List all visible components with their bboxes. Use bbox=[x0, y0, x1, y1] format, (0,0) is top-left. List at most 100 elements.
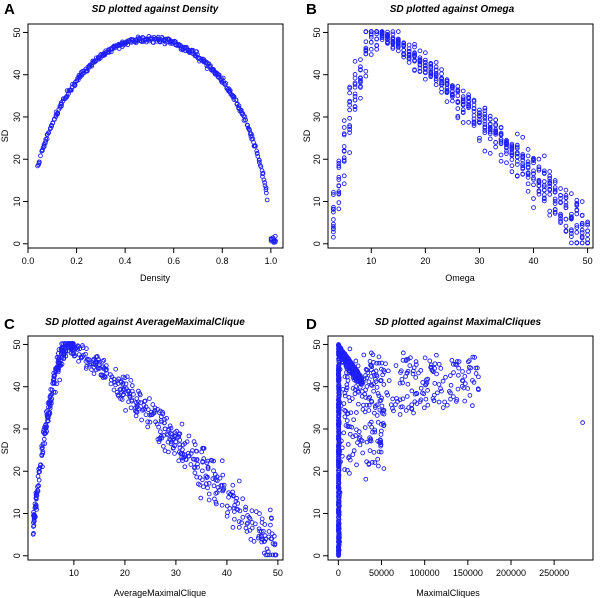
data-point bbox=[259, 539, 265, 545]
data-point bbox=[353, 358, 359, 364]
data-point bbox=[401, 43, 407, 49]
data-point bbox=[574, 203, 580, 208]
data-point bbox=[372, 427, 378, 433]
data-point bbox=[421, 405, 427, 411]
data-point bbox=[336, 206, 342, 212]
data-point bbox=[341, 430, 347, 436]
data-point bbox=[58, 362, 63, 368]
data-point bbox=[342, 414, 348, 420]
data-point bbox=[246, 515, 252, 520]
panel-a: A SD plotted against Density Density SD … bbox=[0, 1, 284, 283]
data-point bbox=[467, 393, 473, 398]
data-point bbox=[417, 61, 423, 67]
data-point bbox=[342, 393, 348, 399]
data-point bbox=[412, 53, 417, 58]
data-point bbox=[351, 448, 357, 454]
data-point bbox=[162, 420, 167, 426]
data-point bbox=[541, 182, 547, 188]
data-point bbox=[72, 82, 78, 88]
data-point bbox=[356, 429, 362, 435]
data-point bbox=[460, 369, 465, 374]
data-point bbox=[406, 405, 412, 410]
data-point bbox=[331, 221, 336, 227]
data-point bbox=[552, 209, 558, 215]
chart-title: SD plotted against MaximalCliques bbox=[375, 317, 542, 328]
data-point bbox=[211, 458, 216, 464]
data-point bbox=[271, 533, 277, 539]
data-point bbox=[337, 400, 342, 405]
panel-c: C SD plotted against AverageMaximalCliqu… bbox=[0, 316, 284, 598]
data-point bbox=[386, 378, 392, 383]
data-point bbox=[338, 346, 344, 352]
data-point bbox=[509, 143, 515, 148]
data-point bbox=[424, 380, 430, 385]
data-point bbox=[133, 400, 139, 406]
data-point bbox=[254, 151, 260, 156]
y-tick-label: 30 bbox=[312, 424, 322, 434]
data-point bbox=[57, 377, 62, 383]
data-point bbox=[413, 359, 419, 364]
data-point bbox=[172, 451, 177, 456]
data-point bbox=[231, 509, 237, 514]
data-point bbox=[541, 198, 547, 204]
data-point bbox=[585, 222, 590, 228]
data-point bbox=[376, 360, 382, 366]
data-point bbox=[433, 73, 439, 79]
data-point bbox=[94, 354, 100, 359]
data-point bbox=[380, 421, 386, 426]
data-point bbox=[119, 397, 125, 402]
data-point bbox=[418, 368, 424, 373]
data-point bbox=[455, 93, 461, 99]
data-point bbox=[455, 106, 461, 111]
data-point bbox=[579, 199, 585, 204]
y-tick-label: 50 bbox=[12, 339, 22, 349]
data-point bbox=[62, 341, 68, 346]
data-point bbox=[347, 90, 352, 96]
data-points bbox=[336, 342, 585, 558]
data-point bbox=[498, 141, 504, 147]
data-point bbox=[397, 380, 403, 386]
data-point bbox=[158, 418, 164, 423]
data-point bbox=[197, 475, 203, 480]
panel-letter: A bbox=[4, 1, 15, 18]
data-point bbox=[547, 175, 553, 181]
data-point bbox=[454, 397, 460, 402]
data-point bbox=[541, 171, 547, 176]
data-point bbox=[199, 449, 204, 455]
data-point bbox=[37, 469, 42, 475]
y-tick-label: 10 bbox=[312, 509, 322, 519]
data-point bbox=[145, 419, 150, 425]
data-point bbox=[466, 369, 471, 375]
x-tick-label: 150000 bbox=[453, 568, 483, 578]
data-point bbox=[356, 401, 361, 407]
data-point bbox=[471, 105, 477, 111]
data-point bbox=[439, 89, 444, 95]
data-point bbox=[272, 233, 278, 239]
data-point bbox=[417, 69, 423, 75]
data-point bbox=[398, 404, 404, 410]
x-ticks: 10 20 30 40 50 bbox=[366, 247, 593, 266]
data-point bbox=[438, 366, 444, 371]
x-tick-label: 50 bbox=[273, 568, 283, 578]
data-point bbox=[236, 103, 242, 109]
data-point bbox=[525, 172, 531, 178]
data-point bbox=[344, 418, 350, 423]
data-point bbox=[393, 402, 398, 407]
data-point bbox=[342, 407, 348, 413]
y-tick-label: 20 bbox=[12, 154, 22, 164]
data-point bbox=[224, 503, 230, 509]
data-point bbox=[210, 476, 216, 481]
data-point bbox=[136, 388, 141, 394]
data-point bbox=[270, 552, 276, 558]
data-point bbox=[493, 140, 498, 145]
data-point bbox=[460, 98, 466, 103]
data-point bbox=[428, 365, 433, 370]
data-point bbox=[65, 348, 71, 354]
data-point bbox=[466, 364, 472, 370]
y-tick-label: 30 bbox=[312, 112, 322, 122]
data-point bbox=[271, 240, 277, 245]
data-point bbox=[536, 166, 542, 172]
data-point bbox=[585, 219, 590, 225]
data-point bbox=[574, 240, 580, 246]
data-point bbox=[350, 452, 356, 457]
